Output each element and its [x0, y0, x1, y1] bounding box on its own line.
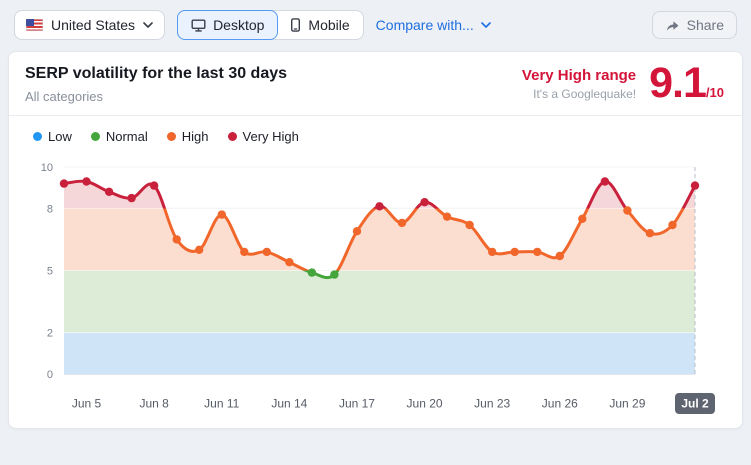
chart-dot[interactable] [375, 202, 384, 211]
chart-dot[interactable] [465, 220, 474, 230]
low-dot-icon [33, 132, 42, 141]
chart-dot[interactable] [285, 258, 294, 267]
device-toggle: Desktop Mobile [177, 10, 364, 40]
x-tick-label: Jun 20 [407, 397, 443, 411]
range-sublabel: It's a Googlequake! [533, 86, 637, 101]
chart-dot[interactable] [600, 177, 610, 186]
chart-dot[interactable] [420, 198, 429, 207]
x-tick-label: Jun 8 [139, 397, 169, 411]
volatility-score: 9.1 /10 [649, 59, 724, 107]
score-value: 9.1 [649, 59, 707, 107]
x-tick-label: Jul 2 [681, 397, 709, 411]
x-tick-label: Jun 14 [271, 397, 307, 411]
toolbar: United States Desktop Mobile Compare wit… [0, 0, 751, 47]
tab-mobile[interactable]: Mobile [277, 11, 362, 39]
chart-dot[interactable] [149, 181, 159, 190]
serp-volatility-card: SERP volatility for the last 30 days All… [8, 51, 743, 429]
x-tick-label: Jun 11 [204, 397, 239, 411]
card-header: SERP volatility for the last 30 days All… [9, 52, 742, 116]
volatility-summary: Very High range It's a Googlequake! 9.1 … [522, 59, 724, 107]
chart-dot[interactable] [59, 179, 69, 188]
chart-dot[interactable] [217, 210, 226, 219]
range-text: Very High range It's a Googlequake! [522, 67, 636, 101]
legend-item-high: High [166, 129, 209, 144]
country-selector[interactable]: United States [14, 10, 166, 40]
us-flag-icon [26, 19, 43, 31]
y-tick-label: 8 [47, 203, 53, 215]
card-header-left: SERP volatility for the last 30 days All… [25, 65, 287, 104]
share-button[interactable]: Share [651, 11, 737, 39]
high-dot-icon [166, 132, 176, 141]
legend-label-normal: Normal [105, 129, 148, 144]
chart-dot[interactable] [104, 187, 114, 196]
x-tick-label: Jun 26 [542, 397, 578, 411]
chart-dot[interactable] [127, 193, 136, 203]
chart-dot[interactable] [240, 247, 249, 257]
page-title: SERP volatility for the last 30 days [25, 65, 288, 82]
tab-desktop[interactable]: Desktop [177, 10, 279, 40]
normal-dot-icon [90, 132, 100, 141]
very-high-dot-icon [227, 132, 237, 141]
y-tick-label: 2 [47, 328, 53, 340]
chart-dot[interactable] [397, 218, 407, 228]
y-tick-label: 5 [47, 266, 53, 278]
chart-dot[interactable] [488, 247, 497, 257]
chart-dot[interactable] [578, 214, 587, 223]
chart-dot[interactable] [533, 247, 542, 257]
y-tick-label: 0 [47, 369, 53, 381]
chart-dot[interactable] [668, 220, 677, 230]
legend-label-low: Low [48, 129, 72, 144]
legend-item-low: Low [33, 129, 72, 144]
chart-dot[interactable] [690, 181, 700, 190]
x-tick-label: Jun 5 [72, 397, 102, 411]
x-tick-label: Jun 23 [474, 397, 510, 411]
chart-dot[interactable] [195, 245, 204, 254]
chart-area-fill [64, 181, 695, 374]
category-subtitle: All categories [25, 89, 104, 104]
current-date-badge [675, 393, 715, 414]
y-tick-label: 10 [41, 162, 53, 174]
share-label: Share [686, 17, 724, 33]
volatility-line-chart: 0 2 5 8 10 Jun 5 Jun 8 Jun 11 Jun 14 Jun 17 Jun 20… [41, 162, 715, 414]
compare-with-label: Compare with... [375, 17, 474, 33]
chart-dot[interactable] [352, 227, 362, 236]
chart-dot[interactable] [307, 268, 317, 277]
chart-legend: Low Normal High Very High [9, 116, 742, 144]
chart-dot[interactable] [555, 251, 564, 261]
score-max: /10 [705, 84, 724, 100]
chevron-down-icon [143, 22, 153, 28]
chart-dot[interactable] [172, 235, 181, 244]
chart-dot[interactable] [645, 229, 655, 238]
x-tick-label: Jun 17 [339, 397, 375, 411]
chart-dot[interactable] [262, 247, 271, 257]
tab-desktop-label: Desktop [213, 17, 265, 33]
mobile-icon [291, 18, 301, 32]
x-tick-label: Jun 29 [609, 397, 645, 411]
legend-label-high: High [181, 129, 209, 144]
chart-dot[interactable] [330, 270, 339, 279]
country-label: United States [51, 17, 136, 33]
legend-label-very-high: Very High [242, 129, 299, 144]
legend-item-very-high: Very High [227, 129, 299, 144]
tab-mobile-label: Mobile [308, 17, 350, 33]
chevron-down-icon [480, 22, 491, 28]
legend-item-normal: Normal [90, 129, 148, 144]
chart-dot[interactable] [442, 212, 452, 221]
chart-dot[interactable] [510, 247, 519, 257]
desktop-icon [191, 19, 206, 32]
share-arrow-icon [666, 20, 679, 31]
range-label: Very High range [521, 66, 637, 84]
chart-dot[interactable] [82, 177, 91, 186]
chart-dot[interactable] [623, 206, 632, 215]
compare-with-link[interactable]: Compare with... [376, 17, 491, 33]
